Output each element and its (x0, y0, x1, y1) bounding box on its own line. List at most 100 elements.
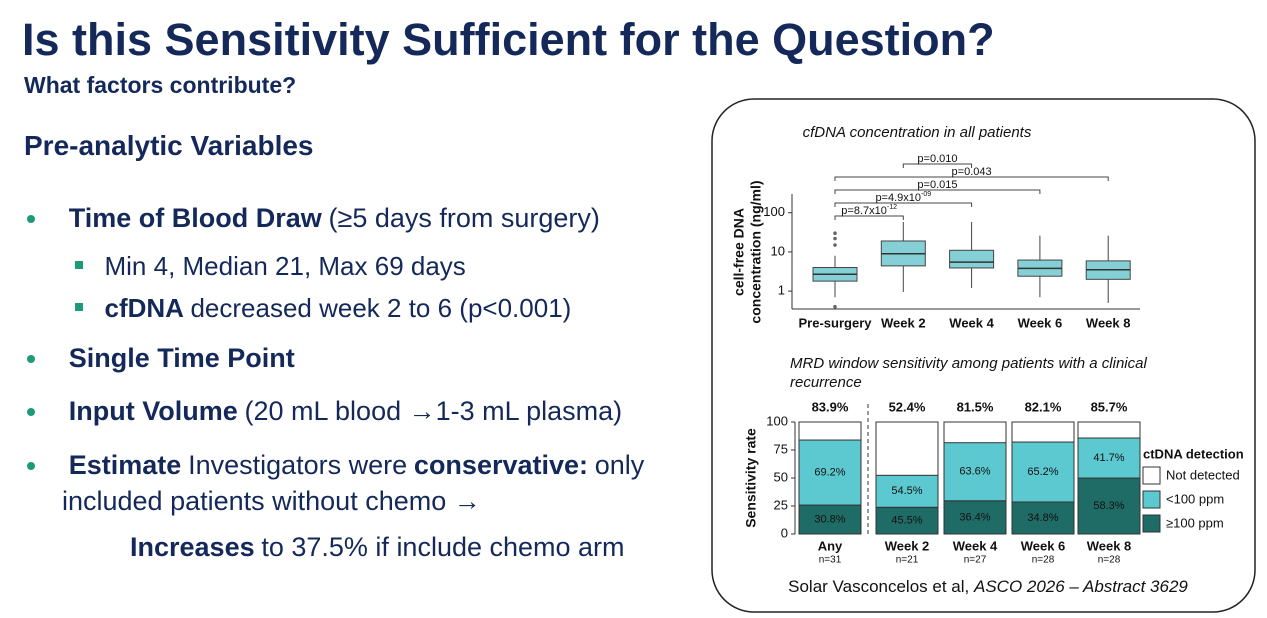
p-value-text: p=0.043 (952, 166, 992, 178)
comparison-bracket (834, 215, 904, 220)
segment-label: 30.8% (814, 513, 845, 525)
y-tick-label: 50 (774, 469, 788, 484)
comparison-bracket (834, 202, 973, 207)
subtitle: What factors contribute? (24, 72, 297, 98)
legend-title: ctDNA detection (1143, 446, 1244, 461)
outlier (833, 243, 837, 247)
segment-label: 36.4% (959, 511, 990, 523)
box (1017, 259, 1063, 277)
bullet-text: (≥5 days from surgery) (328, 203, 600, 233)
bullet-text: cfDNA (104, 293, 184, 323)
bar-frame (798, 421, 862, 535)
bar-frame (875, 421, 939, 535)
note-text: to 37.5% if include chemo arm (261, 532, 625, 562)
n-label: n=28 (1098, 555, 1121, 566)
segment-label: 54.5% (891, 485, 922, 497)
citation-authors: Solar Vasconcelos et al, (788, 577, 969, 596)
legend-swatch (1142, 490, 1161, 509)
outlier (833, 304, 837, 309)
x-tick-label: Week 4 (949, 315, 994, 330)
bullet-dot (27, 215, 35, 223)
bar-frame (1011, 421, 1075, 535)
box (949, 249, 995, 269)
figure-frame (711, 98, 1256, 613)
legend-swatch (1142, 514, 1161, 533)
y-tick-label: 1 (778, 283, 785, 298)
bar-segment (798, 504, 862, 535)
bar-frame (1077, 421, 1141, 535)
p-value-text: p=0.010 (917, 153, 957, 165)
x-tick-label: Week 6 (1018, 315, 1063, 330)
p-value: p=4.9x10-09 (875, 191, 931, 204)
bullet-item: Single Time Point (27, 340, 702, 376)
p-value-text: p=0.015 (917, 179, 957, 191)
chart-title-line: MRD window sensitivity among patients wi… (790, 355, 1147, 372)
chart-title-line: recurrence (790, 374, 862, 391)
y-tick-label: 25 (774, 497, 788, 512)
bullet-text: Single Time Point (68, 343, 295, 373)
x-tick-label: Week 2 (881, 315, 926, 330)
bullet-text: (20 mL blood →1-3 mL plasma) (244, 396, 623, 426)
bullet-text: Min 4, Median 21, Max 69 days (104, 251, 466, 281)
bar-total-label: 52.4% (889, 399, 926, 414)
box (1085, 260, 1131, 280)
bullet-text: only included patients without chemo → (62, 450, 645, 516)
legend-label: Not detected (1166, 467, 1240, 482)
n-label: n=31 (819, 555, 842, 566)
segment-label: 34.8% (1027, 512, 1058, 524)
n-label: n=27 (964, 555, 987, 566)
note: Increases to 37.5% if include chemo arm (130, 532, 625, 563)
bar-total-label: 85.7% (1091, 399, 1128, 414)
p-value-text: p=8.7x10 (841, 205, 887, 217)
outlier (833, 231, 837, 236)
bullet-item: Estimate Investigators were conservative: o… (27, 447, 702, 519)
x-tick-label: Any (818, 538, 843, 553)
n-label: n=21 (896, 555, 919, 566)
bar-segment (1077, 437, 1141, 479)
bar-total-label: 81.5% (957, 399, 994, 414)
bar-segment (1011, 501, 1075, 535)
x-tick-label: Week 8 (1087, 538, 1132, 553)
bar-segment (943, 442, 1007, 502)
y-axis-label: Sensitivity rate (743, 428, 759, 528)
x-tick-label: Week 4 (953, 538, 998, 553)
p-value-exponent: -09 (921, 191, 931, 198)
bullet-dot (27, 408, 35, 416)
comparison-bracket (834, 176, 1109, 181)
x-tick-label: Pre-surgery (799, 315, 873, 330)
note-text: Increases (130, 532, 255, 562)
bullet-item: Input Volume (20 mL blood →1-3 mL plasma) (27, 393, 702, 429)
bullet-item: Min 4, Median 21, Max 69 days (75, 248, 466, 284)
p-value-exponent: -12 (887, 204, 897, 211)
bullet-dot (27, 462, 35, 470)
bullet-dot (27, 355, 35, 363)
segment-label: 69.2% (814, 466, 845, 478)
y-tick-label: 10 (771, 243, 785, 258)
bar-segment (798, 439, 862, 506)
comparison-bracket (834, 189, 1041, 194)
citation: Solar Vasconcelos et al, ASCO 2026 – Abs… (788, 577, 1188, 596)
bar-segment (875, 506, 939, 535)
x-tick-label: Week 8 (1086, 315, 1131, 330)
comparison-bracket (902, 163, 973, 168)
y-axis-label: concentration (ng/ml) (748, 180, 764, 323)
segment-label: 65.2% (1027, 466, 1058, 478)
n-label: n=28 (1032, 555, 1055, 566)
p-value: p=0.043 (952, 166, 992, 178)
legend-label: ≥100 ppm (1166, 515, 1224, 530)
bullet-item: cfDNA decreased week 2 to 6 (p<0.001) (75, 290, 571, 326)
y-tick-label: 0 (781, 525, 788, 540)
p-value: p=0.015 (917, 179, 957, 191)
bullet-square (75, 303, 83, 311)
bullet-text: Estimate (68, 450, 182, 480)
legend-swatch (1142, 466, 1161, 485)
bar-total-label: 82.1% (1025, 399, 1062, 414)
y-tick-label: 75 (774, 441, 788, 456)
bar-segment (1077, 477, 1141, 535)
segment-label: 45.5% (891, 515, 922, 527)
segment-label: 63.6% (959, 466, 990, 478)
x-tick-label: Week 2 (885, 538, 930, 553)
chart-title: MRD window sensitivity among patients wi… (790, 355, 1147, 391)
box (880, 240, 926, 267)
